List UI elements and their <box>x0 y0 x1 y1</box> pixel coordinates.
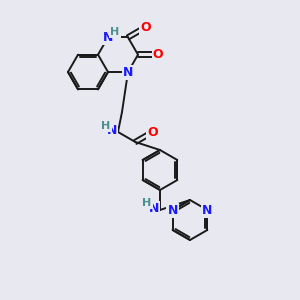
Text: O: O <box>140 21 151 34</box>
Text: N: N <box>202 203 212 217</box>
Text: N: N <box>123 65 133 79</box>
Text: O: O <box>147 125 158 139</box>
Text: O: O <box>153 48 163 61</box>
Text: N: N <box>107 124 117 137</box>
Text: H: H <box>142 198 152 208</box>
Text: H: H <box>101 121 111 131</box>
Text: H: H <box>110 27 120 38</box>
Text: N: N <box>149 202 159 214</box>
Text: N: N <box>103 31 113 44</box>
Text: N: N <box>167 203 178 217</box>
